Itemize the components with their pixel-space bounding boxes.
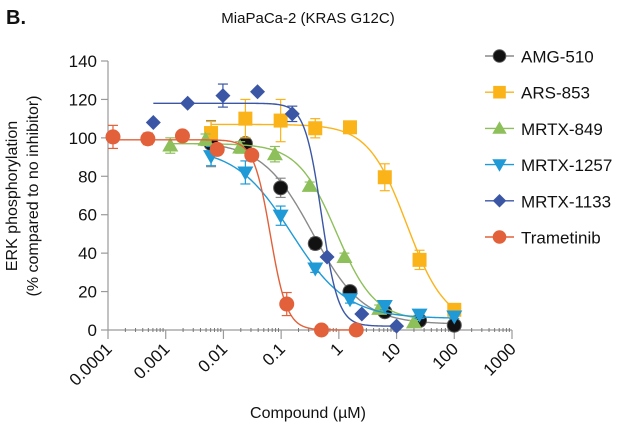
data-point-circle bbox=[273, 180, 289, 196]
data-point-square bbox=[273, 113, 288, 128]
data-point-square bbox=[308, 121, 323, 136]
legend-label: MRTX-1257 bbox=[521, 156, 612, 175]
legend-item-amg-510: AMG-510 bbox=[485, 48, 594, 67]
data-point-triangle-down bbox=[307, 262, 324, 277]
plot-area bbox=[105, 83, 463, 338]
x-tick-label: 0.0001 bbox=[66, 339, 116, 389]
data-point-square bbox=[377, 170, 392, 185]
data-point-triangle-up bbox=[162, 137, 179, 152]
series-ars-853 bbox=[204, 98, 462, 317]
legend-item-ars-853: ARS-853 bbox=[485, 84, 590, 103]
legend-item-mrtx-1257: MRTX-1257 bbox=[485, 156, 612, 175]
data-point-triangle-down bbox=[411, 308, 428, 323]
data-point-triangle-down bbox=[272, 209, 289, 224]
data-point-square bbox=[412, 252, 427, 267]
legend-label: MRTX-849 bbox=[521, 120, 603, 139]
data-point-triangle-up bbox=[232, 139, 249, 154]
series-mrtx-849 bbox=[162, 131, 422, 329]
legend-label: MRTX-1133 bbox=[521, 192, 611, 211]
data-point-square bbox=[238, 111, 253, 126]
data-point-triangle-down bbox=[237, 166, 254, 181]
data-point-circle bbox=[209, 141, 225, 157]
data-point-square bbox=[343, 120, 358, 135]
x-tick-label: 0.01 bbox=[194, 339, 231, 376]
data-point-diamond bbox=[389, 318, 405, 334]
data-point-triangle-up bbox=[405, 314, 422, 329]
data-point-circle bbox=[492, 230, 507, 244]
data-point-diamond bbox=[250, 84, 266, 100]
y-axis-title-line-1: ERK phosphorylation bbox=[4, 121, 21, 271]
y-tick-label: 120 bbox=[69, 90, 97, 109]
chart-title: MiaPaCa-2 (KRAS G12C) bbox=[221, 10, 394, 27]
x-tick-label: 100 bbox=[429, 339, 462, 372]
data-point-triangle-up bbox=[492, 121, 507, 134]
legend-label: AMG-510 bbox=[521, 48, 594, 67]
x-axis-title: Compound (µM) bbox=[250, 405, 366, 422]
legend-label: ARS-853 bbox=[521, 84, 590, 103]
data-point-circle bbox=[244, 147, 260, 163]
data-point-diamond bbox=[319, 249, 335, 265]
data-point-triangle-down bbox=[376, 299, 393, 314]
x-tick-label: 0.1 bbox=[259, 339, 289, 369]
legend-label: Trametinib bbox=[521, 229, 601, 248]
legend-item-mrtx-849: MRTX-849 bbox=[485, 120, 603, 139]
data-point-triangle-up bbox=[336, 248, 353, 263]
data-point-diamond bbox=[492, 194, 507, 208]
y-axis-title-line-2: (% compared to no inhibitor) bbox=[25, 96, 42, 297]
data-point-diamond bbox=[284, 106, 300, 122]
legend-item-mrtx-1133: MRTX-1133 bbox=[485, 192, 611, 211]
y-tick-label: 40 bbox=[78, 244, 97, 263]
series-mrtx-1257 bbox=[203, 145, 463, 325]
axes: 0 20 40 60 80 100 120 140 0.0001 0.001 0.01 0.1 1 10 1… bbox=[66, 52, 520, 390]
data-point-triangle-down bbox=[492, 159, 507, 172]
y-tick-label: 100 bbox=[69, 129, 97, 148]
data-point-triangle-down bbox=[446, 310, 463, 325]
panel-label: B. bbox=[6, 7, 26, 29]
data-point-circle bbox=[307, 236, 323, 252]
y-tick-label: 140 bbox=[69, 52, 97, 71]
data-point-diamond bbox=[145, 114, 161, 130]
data-point-triangle-down bbox=[342, 293, 359, 308]
data-point-circle bbox=[140, 131, 156, 147]
data-point-triangle-up bbox=[371, 300, 388, 315]
y-tick-label: 60 bbox=[78, 206, 97, 225]
data-point-diamond bbox=[180, 95, 196, 111]
data-point-diamond bbox=[215, 88, 231, 104]
x-tick-label: 1 bbox=[327, 339, 347, 359]
data-point-triangle-up bbox=[266, 146, 283, 161]
x-tick-label: 10 bbox=[378, 339, 405, 366]
fit-curve bbox=[170, 142, 415, 319]
y-tick-label: 80 bbox=[78, 167, 97, 186]
x-tick-label: 0.001 bbox=[130, 339, 174, 383]
legend: AMG-510 ARS-853 MRTX-849 MRTX-1257 MRTX-1133… bbox=[485, 48, 612, 248]
data-point-circle bbox=[174, 128, 190, 144]
data-point-triangle-up bbox=[301, 177, 318, 192]
series-trametinib bbox=[105, 124, 364, 338]
data-point-circle bbox=[348, 322, 364, 338]
legend-item-trametinib: Trametinib bbox=[485, 229, 601, 248]
data-point-circle bbox=[313, 322, 329, 338]
x-tick-label: 1000 bbox=[480, 339, 520, 379]
data-point-diamond bbox=[354, 306, 370, 322]
fit-curve bbox=[210, 155, 455, 319]
data-point-circle bbox=[492, 49, 507, 63]
data-point-triangle-up bbox=[197, 131, 214, 146]
data-point-circle bbox=[279, 296, 295, 312]
fit-curve bbox=[112, 139, 357, 331]
data-point-square bbox=[493, 85, 506, 99]
data-point-circle bbox=[105, 129, 121, 145]
y-tick-label: 20 bbox=[78, 283, 97, 302]
y-tick-label: 0 bbox=[88, 321, 97, 340]
